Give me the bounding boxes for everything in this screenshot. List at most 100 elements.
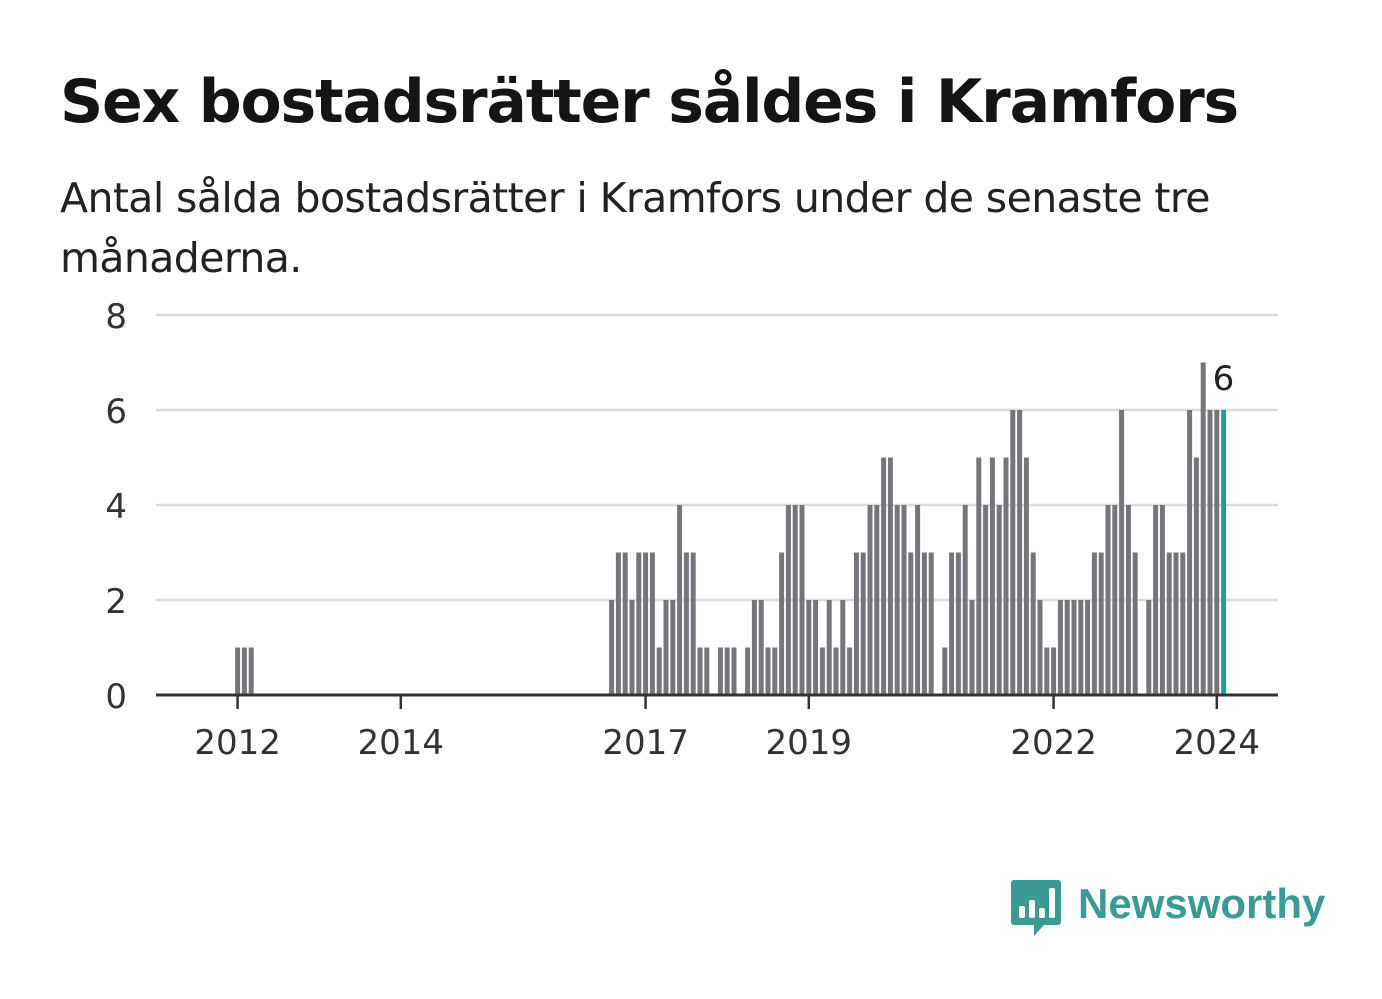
- bar: [983, 505, 989, 695]
- highlight-value-label: 6: [1213, 359, 1235, 399]
- bar: [677, 505, 683, 695]
- bar: [840, 600, 846, 695]
- bar: [1125, 505, 1131, 695]
- bar: [717, 647, 723, 695]
- bar: [241, 647, 247, 695]
- bar: [874, 505, 880, 695]
- bar: [1044, 647, 1050, 695]
- bar: [1166, 552, 1172, 695]
- bar: [1085, 600, 1091, 695]
- bar: [235, 647, 241, 695]
- bar: [745, 647, 751, 695]
- x-axis: 2012 2014 2017 2019 2022 2024: [194, 695, 1260, 763]
- bar: [819, 647, 825, 695]
- bar: [1187, 410, 1193, 695]
- x-tick-label: 2024: [1174, 723, 1261, 763]
- chart-title: Sex bostadsrätter såldes i Kramfors: [60, 67, 1239, 137]
- x-tick-label: 2014: [358, 723, 445, 763]
- bar: [1146, 600, 1152, 695]
- bar: [1030, 552, 1036, 695]
- bar: [1207, 410, 1213, 695]
- brand-name: Newsworthy: [1078, 880, 1326, 927]
- y-tick-label: 0: [105, 677, 127, 717]
- bar: [847, 647, 853, 695]
- bar: [996, 505, 1002, 695]
- bar: [1078, 600, 1084, 695]
- y-tick-label: 8: [105, 297, 127, 337]
- bar: [894, 505, 900, 695]
- bar: [1057, 600, 1063, 695]
- bar: [779, 552, 785, 695]
- bar: [670, 600, 676, 695]
- newsworthy-logo[interactable]: Newsworthy: [1010, 878, 1330, 940]
- y-tick-label: 6: [105, 392, 127, 432]
- bar: [1132, 552, 1138, 695]
- bar: [853, 552, 859, 695]
- bar: [826, 600, 832, 695]
- bar: [1091, 552, 1097, 695]
- gridlines: [156, 313, 1278, 602]
- bar: [887, 457, 893, 695]
- bar: [928, 552, 934, 695]
- bar: [1010, 410, 1016, 695]
- x-tick-label: 2012: [194, 723, 281, 763]
- bar: [1119, 410, 1125, 695]
- bar: [1003, 457, 1009, 695]
- bar: [792, 505, 798, 695]
- bar: [663, 600, 669, 695]
- bar: [1023, 457, 1029, 695]
- x-tick-label: 2019: [766, 723, 853, 763]
- highlight-bar: [1221, 410, 1227, 695]
- bar: [649, 552, 655, 695]
- bar: [806, 600, 812, 695]
- bar: [636, 552, 642, 695]
- bar: [609, 600, 615, 695]
- bar: [772, 647, 778, 695]
- bar: [1037, 600, 1043, 695]
- bar: [921, 552, 927, 695]
- y-axis-tick-labels: 0 2 4 6 8: [105, 297, 127, 717]
- chart-subtitle: Antal sålda bostadsrätter i Kramfors und…: [60, 174, 1210, 282]
- bar: [949, 552, 955, 695]
- bar: [1173, 552, 1179, 695]
- bar: [1071, 600, 1077, 695]
- bar: [1112, 505, 1118, 695]
- bar: [1159, 505, 1165, 695]
- bar: [1017, 410, 1023, 695]
- bar: [1180, 552, 1186, 695]
- bar: [1098, 552, 1104, 695]
- bar: [1064, 600, 1070, 695]
- bar: [248, 647, 254, 695]
- bar: [785, 505, 791, 695]
- bar: [989, 457, 995, 695]
- bar: [955, 552, 961, 695]
- bar-chart-speech-bubble-icon: [1011, 880, 1061, 936]
- bar: [962, 505, 968, 695]
- bar: [690, 552, 696, 695]
- bar: [731, 647, 737, 695]
- bar: [799, 505, 805, 695]
- bar: [969, 600, 975, 695]
- bar: [881, 457, 887, 695]
- bar: [1105, 505, 1111, 695]
- bar: [704, 647, 710, 695]
- bar: [915, 505, 921, 695]
- bar: [1214, 410, 1220, 695]
- bar: [1193, 457, 1199, 695]
- bars: [235, 362, 1227, 695]
- bar: [1200, 362, 1206, 695]
- bar: [942, 647, 948, 695]
- bar: [629, 600, 635, 695]
- bar: [615, 552, 621, 695]
- bar: [724, 647, 730, 695]
- bar: [1051, 647, 1057, 695]
- bar: [1153, 505, 1159, 695]
- bar: [867, 505, 873, 695]
- bar: [643, 552, 649, 695]
- x-tick-label: 2022: [1010, 723, 1097, 763]
- bar: [908, 552, 914, 695]
- bar: [976, 457, 982, 695]
- bar: [813, 600, 819, 695]
- x-tick-label: 2017: [602, 723, 689, 763]
